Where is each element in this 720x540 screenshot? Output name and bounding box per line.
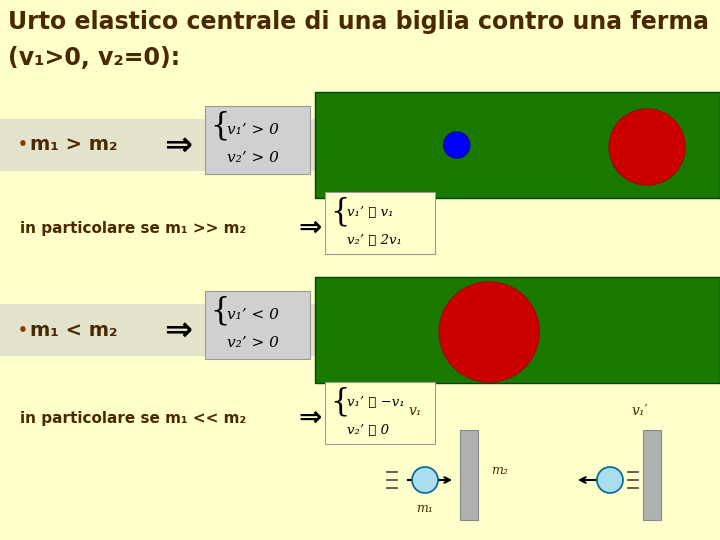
Bar [460,430,478,520]
Text: v₂’ > 0: v₂’ > 0 [227,151,279,165]
Bar [643,430,661,520]
Text: m₁ > m₂: m₁ > m₂ [30,136,117,154]
Bar [205,291,310,359]
Text: in particolare se m₁ >> m₂: in particolare se m₁ >> m₂ [20,220,246,235]
Text: v₁’ ≅ v₁: v₁’ ≅ v₁ [347,206,394,219]
Text: in particolare se m₁ << m₂: in particolare se m₁ << m₂ [20,410,246,426]
Bar [325,192,435,254]
Text: v₁’ > 0: v₁’ > 0 [227,123,279,137]
Circle shape [444,132,469,158]
Text: m₁: m₁ [417,502,433,515]
Text: (v₁>0, v₂=0):: (v₁>0, v₂=0): [8,46,180,70]
Bar [315,92,720,198]
Text: Urto elastico centrale di una biglia contro una ferma: Urto elastico centrale di una biglia con… [8,10,709,34]
Text: ⇒: ⇒ [298,404,322,432]
Text: v₁′: v₁′ [631,404,648,418]
Circle shape [597,467,623,493]
Text: v₂’ ≅ 2v₁: v₂’ ≅ 2v₁ [347,234,402,247]
Text: v₂’ ≅ 0: v₂’ ≅ 0 [347,424,389,437]
Text: {: { [210,295,230,326]
Text: •: • [18,322,28,338]
Bar [205,106,310,174]
Text: m₁ < m₂: m₁ < m₂ [30,321,117,340]
Text: •: • [18,138,28,152]
Text: ⇒: ⇒ [298,214,322,242]
Circle shape [439,282,539,382]
Bar [325,382,435,444]
Text: ⇒: ⇒ [164,129,192,161]
Text: v₂’ > 0: v₂’ > 0 [227,336,279,350]
Bar [0,304,430,356]
Text: m₂: m₂ [492,463,508,476]
Circle shape [412,467,438,493]
Text: {: { [210,110,230,141]
Text: {: { [330,196,349,227]
Text: {: { [330,386,349,417]
Text: ⇒: ⇒ [164,314,192,347]
Bar [0,119,430,171]
Text: v₁’ ≅ −v₁: v₁’ ≅ −v₁ [347,396,405,409]
Text: v₁: v₁ [408,404,422,418]
Bar [315,277,720,383]
Circle shape [609,109,685,185]
Text: v₁’ < 0: v₁’ < 0 [227,308,279,322]
